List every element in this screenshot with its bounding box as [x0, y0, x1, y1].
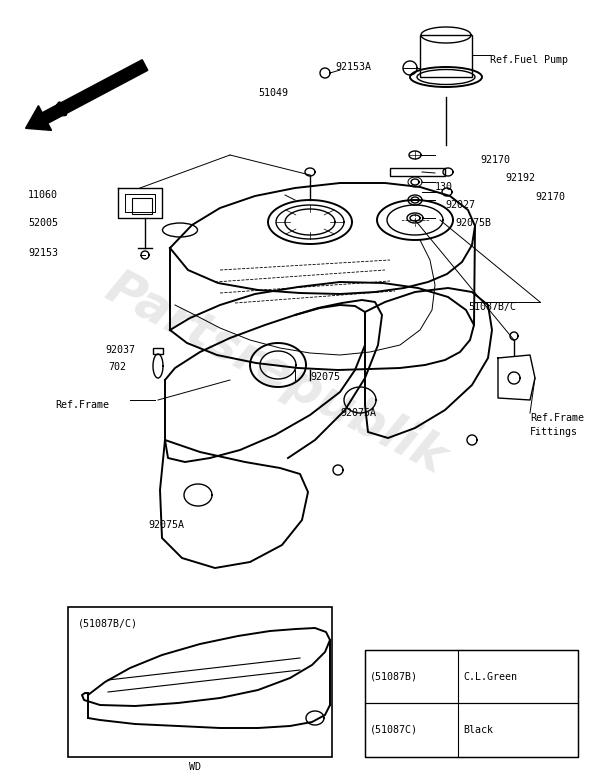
Text: (51087B): (51087B) — [370, 671, 418, 682]
Text: Ref.Fuel Pump: Ref.Fuel Pump — [490, 55, 568, 65]
Text: 11060: 11060 — [28, 190, 58, 200]
Bar — [420, 35, 472, 77]
Text: 92075A: 92075A — [148, 520, 184, 530]
Text: 92037: 92037 — [105, 345, 135, 355]
Text: 702: 702 — [108, 362, 126, 372]
Text: Fittings: Fittings — [530, 427, 578, 437]
Text: 92153: 92153 — [28, 248, 58, 258]
Text: 52005: 52005 — [28, 218, 58, 228]
Bar — [365, 650, 578, 703]
Text: 92170: 92170 — [535, 192, 565, 202]
Text: 51087B/C: 51087B/C — [468, 302, 516, 312]
Bar — [132, 198, 152, 214]
Bar — [365, 703, 578, 757]
Text: 51049: 51049 — [258, 88, 288, 98]
Text: 130: 130 — [435, 182, 453, 192]
Text: C.L.Green: C.L.Green — [463, 671, 517, 682]
Text: 92075: 92075 — [310, 372, 340, 382]
Text: 92075B: 92075B — [455, 218, 491, 228]
Text: (51087C): (51087C) — [370, 725, 418, 735]
Text: 92153A: 92153A — [335, 62, 371, 72]
Text: (51087B/C): (51087B/C) — [78, 618, 138, 628]
FancyArrow shape — [26, 60, 148, 131]
Text: Ref.Frame: Ref.Frame — [530, 413, 584, 423]
Bar — [390, 168, 445, 176]
Text: 92075A: 92075A — [340, 408, 376, 418]
Text: Black: Black — [463, 725, 493, 735]
Text: WD: WD — [189, 762, 201, 772]
Text: 92027: 92027 — [445, 200, 475, 210]
Text: 92192: 92192 — [505, 173, 535, 183]
Text: 92170: 92170 — [480, 155, 510, 165]
Text: Ref.Frame: Ref.Frame — [55, 400, 109, 410]
Bar — [153, 348, 163, 354]
Bar — [68, 607, 332, 757]
Text: Partsrepublik: Partsrepublik — [98, 264, 454, 483]
Bar — [365, 650, 578, 757]
